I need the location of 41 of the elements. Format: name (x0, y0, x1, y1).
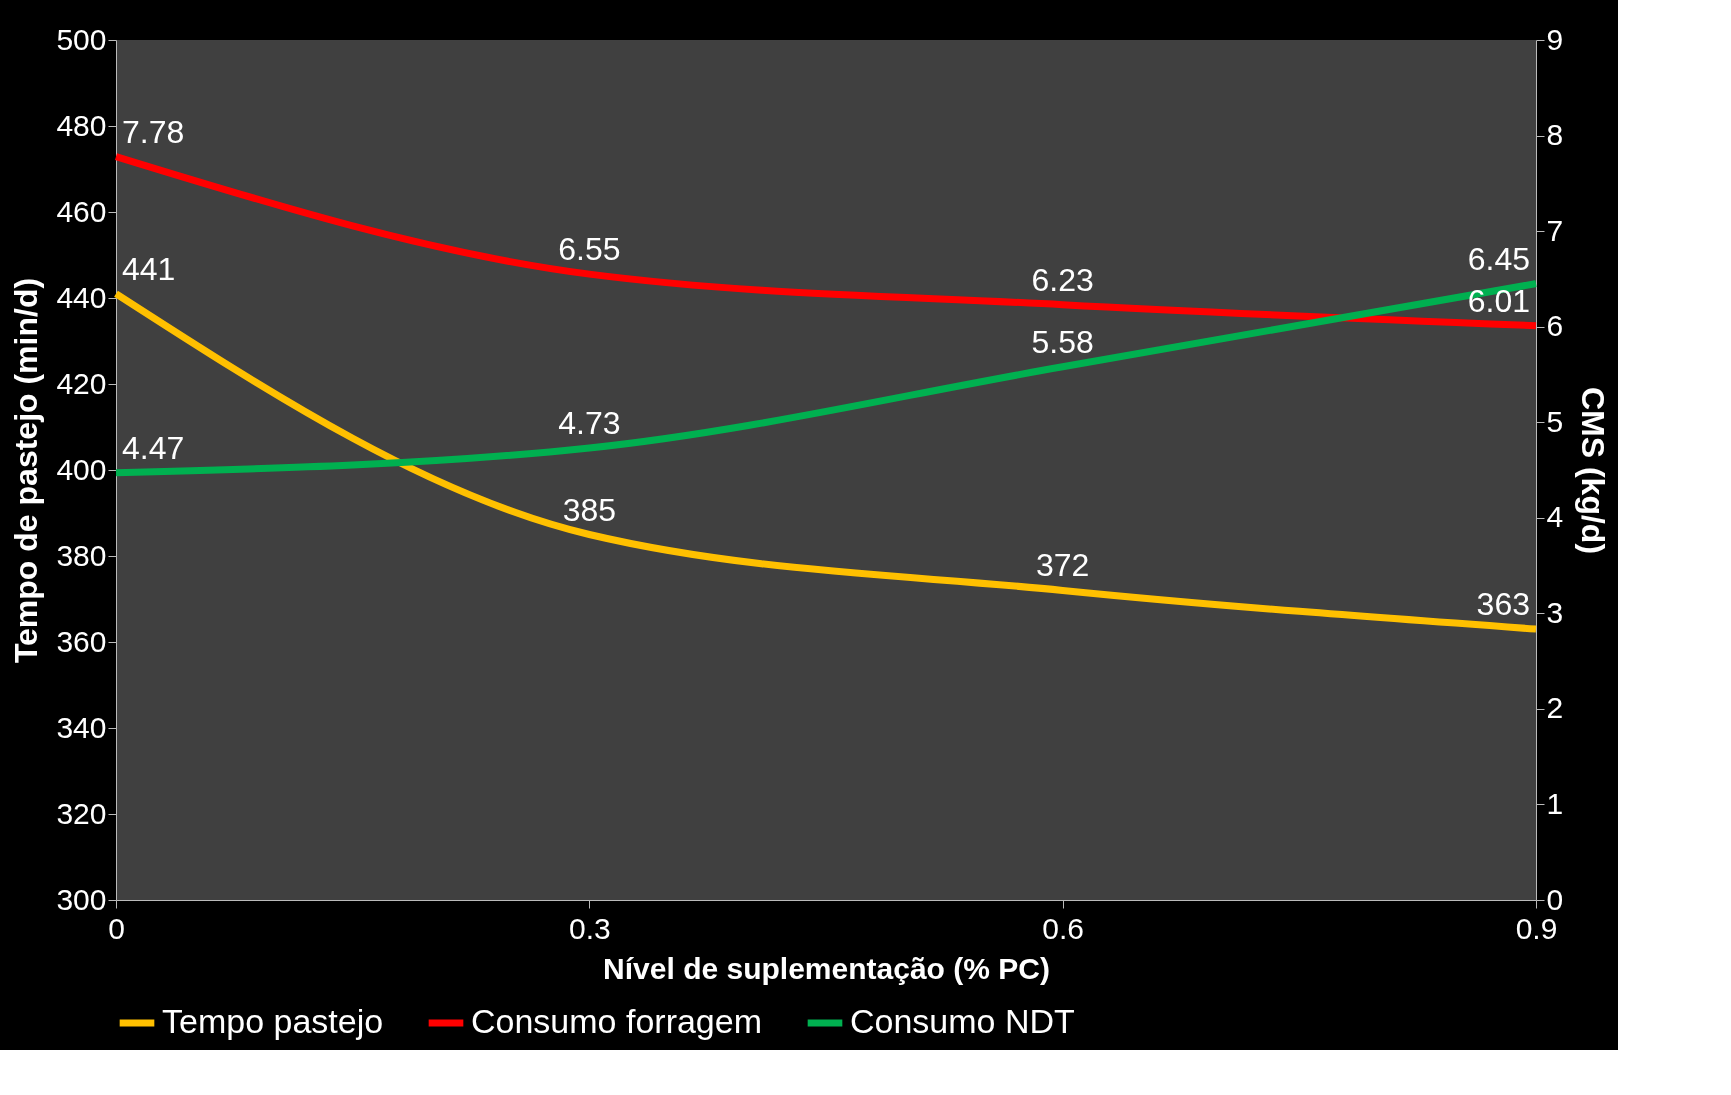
y-tick-label: 380 (56, 538, 107, 572)
y2-tick-label: 2 (1546, 691, 1564, 725)
x-tick-label: 0.3 (568, 911, 611, 945)
y2-tick-label: 3 (1546, 595, 1564, 629)
y2-tick-label: 8 (1546, 118, 1564, 152)
y-tick-label: 400 (56, 452, 107, 486)
y-tick-label: 440 (56, 280, 107, 314)
y2-tick-label: 6 (1546, 309, 1564, 343)
x-tick-label: 0.6 (1042, 911, 1085, 945)
y2-tick-label: 9 (1546, 22, 1564, 56)
data-label: 441 (122, 250, 176, 287)
y-axis-title: Tempo de pastejo (min/d) (8, 277, 45, 664)
data-label: 6.01 (1467, 282, 1530, 319)
y-tick-label: 300 (56, 882, 107, 916)
x-tick-label: 0 (108, 911, 125, 945)
y-tick-label: 460 (56, 194, 107, 228)
data-label: 6.55 (558, 231, 621, 268)
data-label: 385 (562, 491, 617, 528)
legend-label: Consumo forragem (471, 1002, 763, 1040)
y2-axis-title: CMS (kg/d) (1575, 386, 1612, 555)
data-label: 4.47 (122, 429, 185, 466)
y2-tick-label: 5 (1546, 404, 1564, 438)
data-label: 6.23 (1031, 261, 1094, 298)
y2-tick-label: 7 (1546, 213, 1564, 247)
data-label: 372 (1035, 547, 1090, 584)
y-tick-label: 480 (56, 108, 107, 142)
y-tick-label: 420 (56, 366, 107, 400)
y-tick-label: 340 (56, 710, 107, 744)
legend-label: Tempo pastejo (162, 1002, 384, 1040)
data-label: 5.58 (1031, 323, 1094, 360)
y-tick-label: 360 (56, 624, 107, 658)
legend-label: Consumo NDT (850, 1002, 1075, 1040)
y2-tick-label: 4 (1546, 500, 1564, 534)
data-label: 4.73 (558, 405, 621, 442)
y-tick-label: 500 (56, 22, 107, 56)
y-tick-label: 320 (56, 796, 107, 830)
data-label: 7.78 (122, 113, 185, 150)
data-label: 6.45 (1467, 240, 1530, 277)
y2-tick-label: 1 (1546, 786, 1564, 820)
x-axis-title: Nível de suplementação (% PC) (603, 951, 1050, 985)
data-label: 363 (1476, 586, 1530, 623)
